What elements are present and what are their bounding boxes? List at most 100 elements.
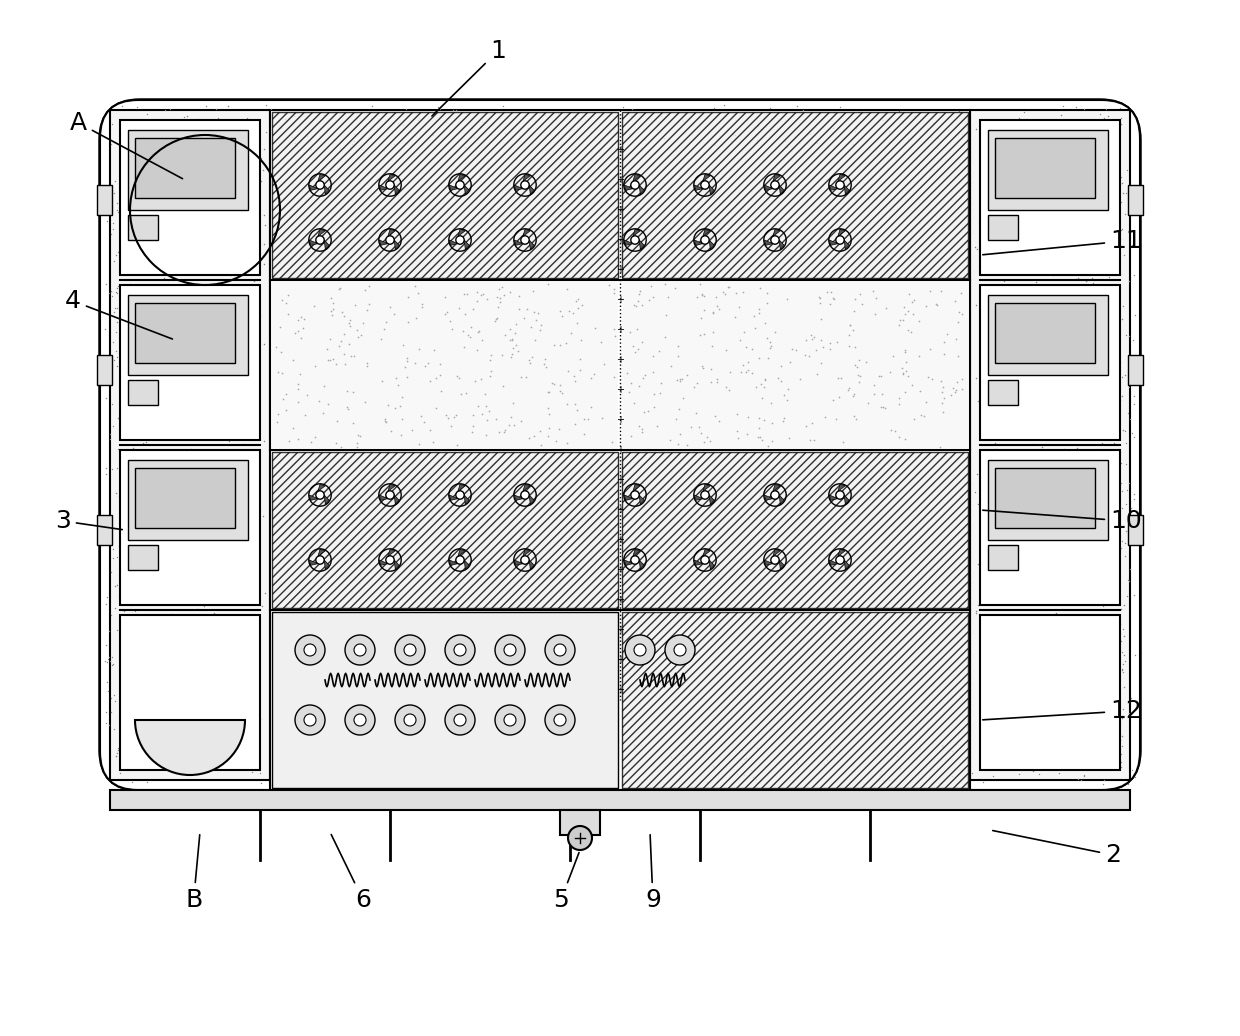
Point (658, 140, 678, 156)
Point (1109, 381, 1128, 398)
Point (1104, 361, 1123, 377)
Point (148, 169, 167, 185)
Point (202, 115, 222, 132)
Point (1083, 148, 1102, 165)
Point (224, 303, 244, 319)
Bar (272, 282, 618, 448)
Point (114, 548, 134, 565)
Text: 1: 1 (432, 39, 506, 116)
Point (221, 139, 241, 155)
Point (538, 276, 558, 292)
Point (133, 650, 153, 666)
Point (238, 739, 258, 755)
Point (131, 377, 151, 394)
Point (1114, 664, 1133, 681)
Point (749, 350, 769, 367)
Point (613, 98, 632, 115)
Point (115, 713, 135, 729)
Point (500, 416, 520, 433)
Point (1019, 606, 1039, 623)
Point (1114, 621, 1133, 637)
Point (246, 523, 265, 540)
Circle shape (386, 236, 394, 244)
Circle shape (521, 491, 529, 499)
Polygon shape (449, 495, 458, 500)
Point (873, 399, 893, 415)
Point (895, 431, 915, 448)
Point (1053, 97, 1073, 114)
Point (202, 148, 222, 165)
Point (145, 408, 165, 425)
Point (1011, 343, 1030, 359)
Point (444, 409, 464, 426)
Point (198, 289, 218, 306)
Point (1086, 212, 1106, 229)
Point (295, 406, 315, 423)
Point (118, 526, 138, 543)
Point (187, 368, 207, 384)
Point (419, 422, 439, 438)
Point (697, 428, 717, 444)
Point (742, 761, 761, 778)
Point (212, 410, 232, 427)
Point (687, 374, 707, 391)
Point (608, 105, 627, 121)
Point (1019, 227, 1039, 243)
Point (229, 574, 249, 591)
Point (1112, 369, 1132, 385)
Bar (988, 460, 1109, 540)
Point (174, 758, 193, 775)
Point (430, 102, 450, 118)
Point (461, 424, 481, 440)
Point (1111, 601, 1131, 617)
Point (481, 741, 501, 757)
Point (557, 396, 577, 412)
Point (1073, 677, 1092, 693)
Point (870, 762, 890, 779)
Point (1100, 666, 1120, 683)
Point (98, 212, 118, 229)
Point (725, 309, 745, 325)
Point (188, 121, 208, 138)
Point (131, 757, 151, 774)
Point (768, 370, 787, 386)
Point (578, 410, 598, 427)
Point (112, 239, 131, 256)
Point (290, 366, 310, 382)
Point (141, 451, 161, 467)
Point (409, 110, 429, 126)
Point (751, 376, 771, 393)
Point (319, 396, 339, 412)
Polygon shape (703, 174, 711, 181)
Polygon shape (830, 495, 838, 500)
Point (129, 453, 149, 469)
Point (440, 313, 460, 329)
Point (758, 349, 777, 366)
Point (1125, 516, 1145, 533)
Point (968, 597, 988, 613)
Point (227, 707, 247, 723)
Point (1061, 573, 1081, 589)
Point (1012, 740, 1032, 756)
Point (1047, 594, 1066, 610)
Point (1016, 570, 1035, 586)
Point (95, 321, 115, 338)
Point (412, 296, 432, 313)
Point (1086, 119, 1106, 136)
Point (201, 308, 221, 324)
Point (174, 712, 193, 728)
Point (1049, 233, 1069, 250)
Point (1045, 404, 1065, 421)
Point (775, 133, 795, 149)
Point (1115, 628, 1135, 644)
Point (133, 131, 153, 147)
Point (135, 607, 155, 624)
Point (122, 506, 141, 522)
Point (538, 400, 558, 416)
Point (482, 768, 502, 784)
Point (198, 115, 218, 132)
Point (1016, 137, 1035, 153)
Point (425, 738, 445, 754)
Point (1048, 366, 1068, 382)
Point (123, 440, 143, 457)
